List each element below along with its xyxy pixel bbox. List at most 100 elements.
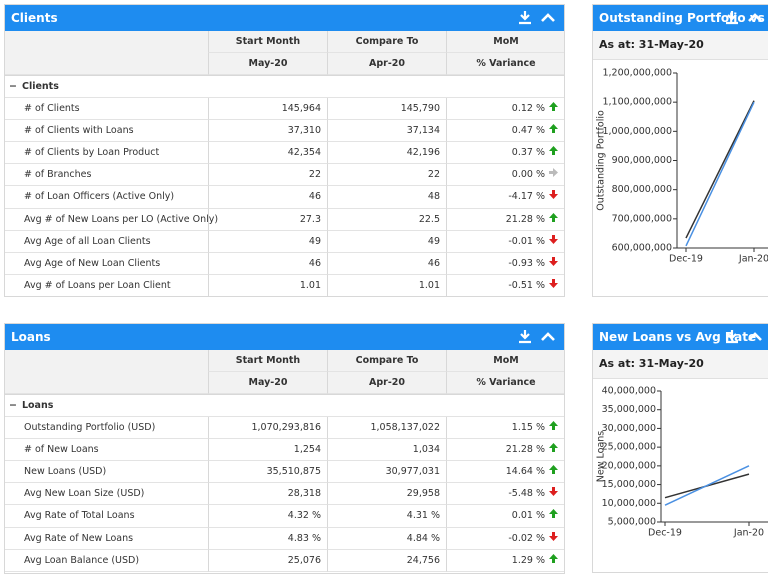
y-tick-label: 1,100,000,000 (602, 97, 672, 108)
row-label: Avg Loan Balance (USD) (5, 550, 208, 572)
panel-title: New Loans vs Avg Rate (593, 324, 768, 350)
variance-value: 0.00 % (511, 169, 545, 181)
column-header: MoM (446, 350, 564, 373)
row-label: # of Loan Officers (Active Only) (5, 186, 208, 209)
value-cell: 22.5 (327, 208, 446, 231)
value-cell: 1.01 (208, 275, 327, 296)
variance-value: 1.29 % (511, 554, 545, 566)
series-line (685, 100, 755, 239)
variance-value: 1.15 % (511, 421, 545, 433)
new-loans-chart-panel: New Loans vs Avg Rate As at: 31-May-20 N… (592, 323, 768, 573)
panel-icons[interactable] (518, 329, 558, 345)
collapse-toggle[interactable]: − (9, 400, 17, 412)
collapse-toggle[interactable]: − (9, 81, 17, 93)
as-at: As at: 31-May-20 (593, 350, 768, 379)
arrow-flat (549, 168, 558, 178)
section-row: − Clients (5, 75, 564, 98)
value-cell: 25,076 (208, 549, 327, 572)
panel-icons[interactable] (725, 10, 765, 26)
trend-arrow (549, 442, 558, 452)
trend-arrow (549, 420, 558, 430)
collapse-icon (748, 13, 762, 22)
variance-value: 21.28 % (505, 213, 545, 225)
row-label: Avg Age of New Loan Clients (5, 253, 208, 276)
y-tick-label: 600,000,000 (612, 243, 672, 254)
arrow-up (549, 212, 558, 222)
variance-value: -0.02 % (508, 532, 545, 544)
variance-cell: -0.01 % (446, 230, 564, 253)
variance-cell: 21.28 % (446, 208, 564, 231)
collapse-icon (748, 332, 762, 341)
chart: New Loans 5,000,000 10,000,000 15,000,000 20… (596, 386, 768, 539)
variance-cell: -0.51 % (446, 275, 564, 296)
y-axis-label: Outstanding Portfolio (596, 110, 607, 211)
y-tick-label: 30,000,000 (602, 423, 656, 434)
panel-icons[interactable] (725, 329, 765, 345)
variance-cell: 0.47 % (446, 119, 564, 142)
variance-cell: 1.29 % (446, 549, 564, 572)
variance-value: 0.47 % (511, 124, 545, 136)
value-cell: 24,756 (327, 549, 446, 572)
y-tick-label: 700,000,000 (612, 213, 672, 224)
value-cell: 46 (208, 253, 327, 276)
value-cell: 145,790 (327, 97, 446, 120)
row-label: # of Clients by Loan Product (5, 142, 208, 165)
y-tick-label: 900,000,000 (612, 155, 672, 166)
value-cell: 22 (327, 164, 446, 187)
value-cell: 37,134 (327, 119, 446, 142)
header-blank (5, 350, 208, 395)
series-line (685, 101, 755, 247)
row-label: Avg Rate of New Loans (5, 528, 208, 550)
row-label: New Loans (USD) (5, 461, 208, 484)
x-tick-label: Dec-19 (648, 528, 682, 539)
trend-arrow (549, 531, 558, 541)
as-at: As at: 31-May-20 (593, 31, 768, 60)
column-header: MoM (446, 31, 564, 54)
y-tick-label: 40,000,000 (602, 386, 656, 397)
row-label: # of Clients with Loans (5, 120, 208, 142)
row-label: Outstanding Portfolio (USD) (5, 417, 208, 439)
variance-cell: -0.93 % (446, 253, 564, 276)
arrow-down (549, 257, 558, 266)
value-cell: 4.84 % (327, 527, 446, 550)
column-header: May-20 (208, 53, 327, 76)
arrow-up (549, 465, 558, 474)
variance-value: 21.28 % (505, 443, 545, 455)
row-label: # of Branches (5, 164, 208, 187)
column-header: % Variance (446, 53, 564, 76)
variance-value: -5.48 % (508, 488, 545, 500)
value-cell: 30,977,031 (327, 461, 446, 484)
chart: Outstanding Portfolio 600,000,000 700,000,… (596, 68, 768, 265)
row-label: Avg Rate of Total Loans (5, 505, 208, 528)
column-header: Start Month (208, 350, 327, 373)
row-label: Avg New Loan Size (USD) (5, 483, 208, 506)
column-header: Apr-20 (327, 53, 446, 76)
arrow-up (549, 420, 558, 430)
value-cell: 1,254 (208, 438, 327, 461)
panel-icons[interactable] (518, 10, 558, 26)
variance-cell: 0.00 % (446, 164, 564, 187)
variance-value: 0.37 % (511, 147, 545, 158)
trend-arrow (549, 553, 558, 563)
header-blank (5, 31, 208, 76)
trend-arrow (549, 257, 558, 266)
download-icon (519, 11, 531, 25)
column-header: Compare To (327, 31, 446, 54)
y-tick-label: 10,000,000 (602, 498, 656, 509)
arrow-up (549, 553, 558, 563)
value-cell: 29,958 (327, 483, 446, 506)
value-cell: 27.3 (208, 208, 327, 231)
variance-cell: 21.28 % (446, 438, 564, 461)
section-label: Clients (21, 81, 59, 93)
download-icon (726, 330, 738, 344)
trend-arrow (549, 234, 558, 244)
arrow-up (549, 123, 558, 133)
value-cell: 37,310 (208, 119, 327, 142)
variance-value: -0.01 % (508, 235, 545, 247)
variance-value: -0.93 % (508, 258, 545, 269)
loans-panel: Loans Start Month May-20 Compare To Apr-20 M… (4, 323, 565, 574)
trend-arrow (549, 509, 558, 519)
row-label: # of Clients (5, 98, 208, 120)
value-cell: 49 (327, 230, 446, 253)
